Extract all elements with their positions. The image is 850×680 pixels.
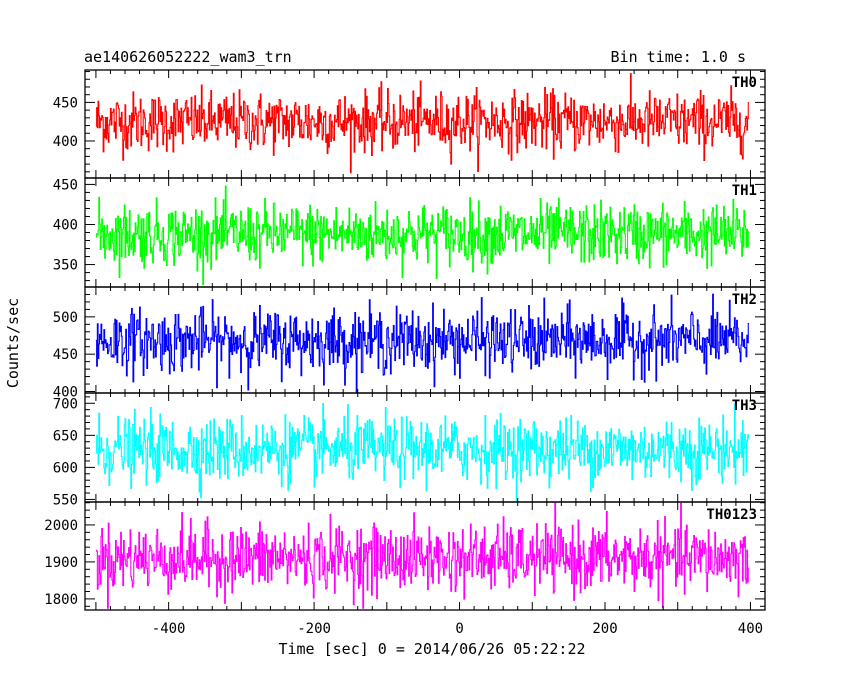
x-tick-label: 200 xyxy=(592,621,617,637)
panel-th0: 400 450 TH0 xyxy=(53,69,766,179)
series-line-th3 xyxy=(95,403,749,502)
y-tick-label: 450 xyxy=(53,177,78,193)
series-line-th0123 xyxy=(95,502,749,609)
panel-th0123: 1800 1900 2000 TH0123 xyxy=(44,501,766,611)
x-tick-label: 0 xyxy=(455,621,463,637)
panel-label-th0123: TH0123 xyxy=(706,507,757,523)
panel-label-th3: TH3 xyxy=(732,398,757,414)
y-tick-label: 400 xyxy=(53,385,78,401)
x-tick-label: -400 xyxy=(152,621,186,637)
x-axis-label: Time [sec] 0 = 2014/06/26 05:22:22 xyxy=(278,640,585,658)
y-tick-label: 2000 xyxy=(44,518,78,534)
panel-label-th2: TH2 xyxy=(732,292,757,308)
panel-frame xyxy=(84,501,766,611)
panel-frame xyxy=(84,69,766,179)
y-tick-label: 600 xyxy=(53,460,78,476)
chart-title: ae140626052222_wam3_trn xyxy=(84,48,292,66)
y-tick-label: 1900 xyxy=(44,555,78,571)
panel-th2: 400 450 500 TH2 xyxy=(53,286,766,401)
y-tick-label: 650 xyxy=(53,428,78,444)
y-axis-label: Counts/sec xyxy=(4,298,22,388)
panel-th1: 350 400 450 TH1 xyxy=(53,177,766,288)
panel-label-th1: TH1 xyxy=(732,183,757,199)
y-tick-label: 400 xyxy=(53,217,78,233)
y-tick-label: 1800 xyxy=(44,592,78,608)
y-tick-label: 350 xyxy=(53,258,78,274)
y-tick-label: 450 xyxy=(53,347,78,363)
series-line-th0 xyxy=(95,73,749,174)
y-tick-label: 450 xyxy=(53,95,78,111)
bin-time-label: Bin time: 1.0 s xyxy=(611,48,746,66)
series-line-th1 xyxy=(95,185,749,286)
y-tick-label: 550 xyxy=(53,492,78,508)
y-tick-label: 700 xyxy=(53,396,78,412)
panels-group: 400 450 TH0 350 400 450 TH1 400 450 500 TH2 550 600 6… xyxy=(44,69,766,611)
y-tick-label: 500 xyxy=(53,310,78,326)
x-axis: -400 -200 0 200 400 xyxy=(152,621,763,637)
x-tick-label: 400 xyxy=(738,621,763,637)
panel-th3: 550 600 650 700 TH3 xyxy=(53,392,766,508)
x-tick-label: -200 xyxy=(297,621,331,637)
panel-label-th0: TH0 xyxy=(732,75,757,91)
y-tick-label: 400 xyxy=(53,134,78,150)
series-line-th2 xyxy=(95,293,749,393)
